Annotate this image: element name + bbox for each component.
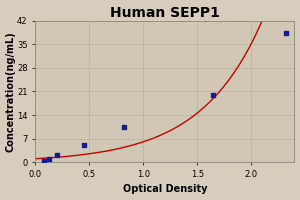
Y-axis label: Concentration(ng/mL): Concentration(ng/mL) — [6, 31, 16, 152]
Point — [47, 157, 52, 160]
Point — [41, 160, 46, 163]
X-axis label: Optical Density: Optical Density — [123, 184, 207, 194]
Point — [122, 125, 126, 128]
Point — [81, 143, 86, 146]
Title: Human SEPP1: Human SEPP1 — [110, 6, 220, 20]
Point — [284, 31, 288, 34]
Point — [211, 93, 216, 96]
Point — [54, 153, 59, 156]
